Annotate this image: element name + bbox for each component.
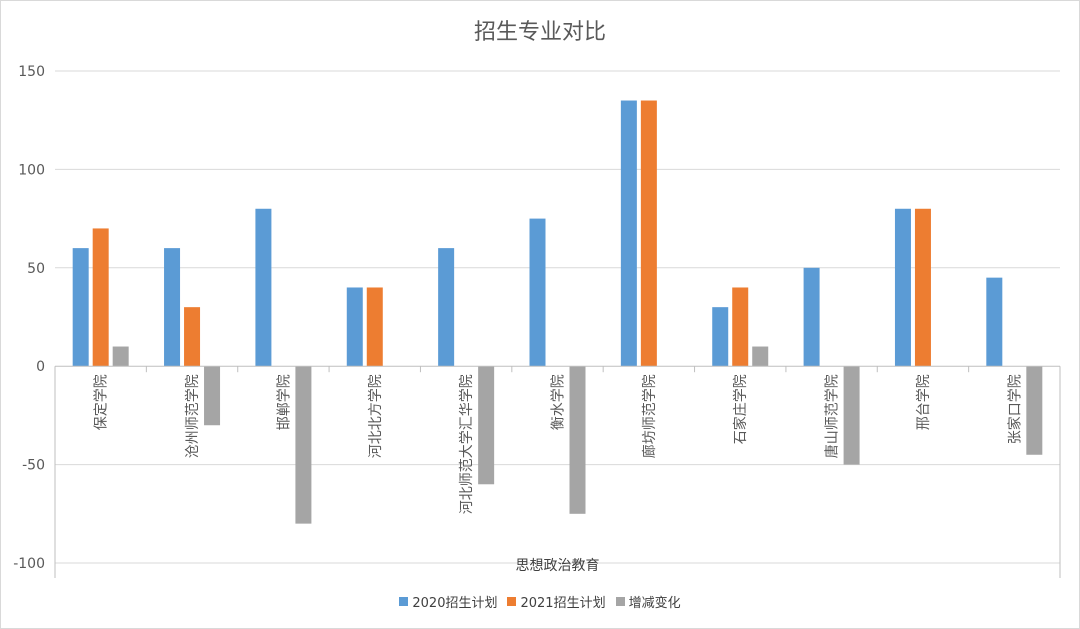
bar [164,248,181,367]
x-tick-label: 河北北方学院 [368,374,384,458]
x-tick-label: 唐山师范学院 [824,374,841,458]
chart-title: 招生专业对比 [473,20,606,45]
legend-label: 2021招生计划 [520,596,606,611]
y-tick-label: 100 [18,162,45,178]
legend-swatch [399,597,409,606]
bar [478,366,495,485]
bar [92,228,109,367]
bar [255,208,272,367]
bar [346,287,363,367]
legend-label: 2020招生计划 [412,596,498,611]
legend-swatch [507,597,517,606]
chart-legend: 2020招生计划 2021招生计划 增减变化 [0,592,1080,611]
x-tick-label: 石家庄学院 [732,374,749,444]
bar [843,366,860,465]
bar [569,366,586,514]
bar [112,346,129,367]
legend-swatch [615,597,625,606]
x-tick-label: 沧州师范学院 [184,374,201,458]
x-tick-label: 邯郸学院 [276,374,292,430]
bar [1026,366,1043,455]
bar [620,100,637,367]
bar [803,267,820,367]
legend-item: 2021招生计划 [507,592,606,611]
bar [712,307,729,367]
group-label: 思想政治教育 [516,558,600,574]
bar [640,100,657,367]
bar [752,346,769,367]
legend-label: 增减变化 [628,596,681,611]
bar [914,208,931,367]
legend-item: 2020招生计划 [399,592,497,611]
y-tick-label: -100 [13,556,45,572]
y-tick-label: 0 [36,359,45,375]
x-tick-label: 邢台学院 [916,374,932,430]
x-tick-label: 廊坊师范学院 [641,374,658,458]
y-tick-label: 50 [27,261,45,277]
bar [204,366,221,426]
legend-item: 增减变化 [615,592,681,611]
bar [529,218,546,367]
bar [295,366,312,524]
x-tick-label: 保定学院 [94,374,110,430]
x-tick-label: 张家口学院 [1006,374,1023,444]
bar [986,277,1003,367]
bar [732,287,749,367]
x-tick-label: 河北师范大学汇华学院 [458,374,475,514]
bar [184,307,201,367]
y-tick-label: -50 [22,458,45,474]
bar [438,248,455,367]
x-tick-label: 衡水学院 [551,374,567,430]
y-tick-label: 150 [18,64,45,80]
bar [366,287,383,367]
bar [894,208,911,367]
bar [72,248,89,367]
